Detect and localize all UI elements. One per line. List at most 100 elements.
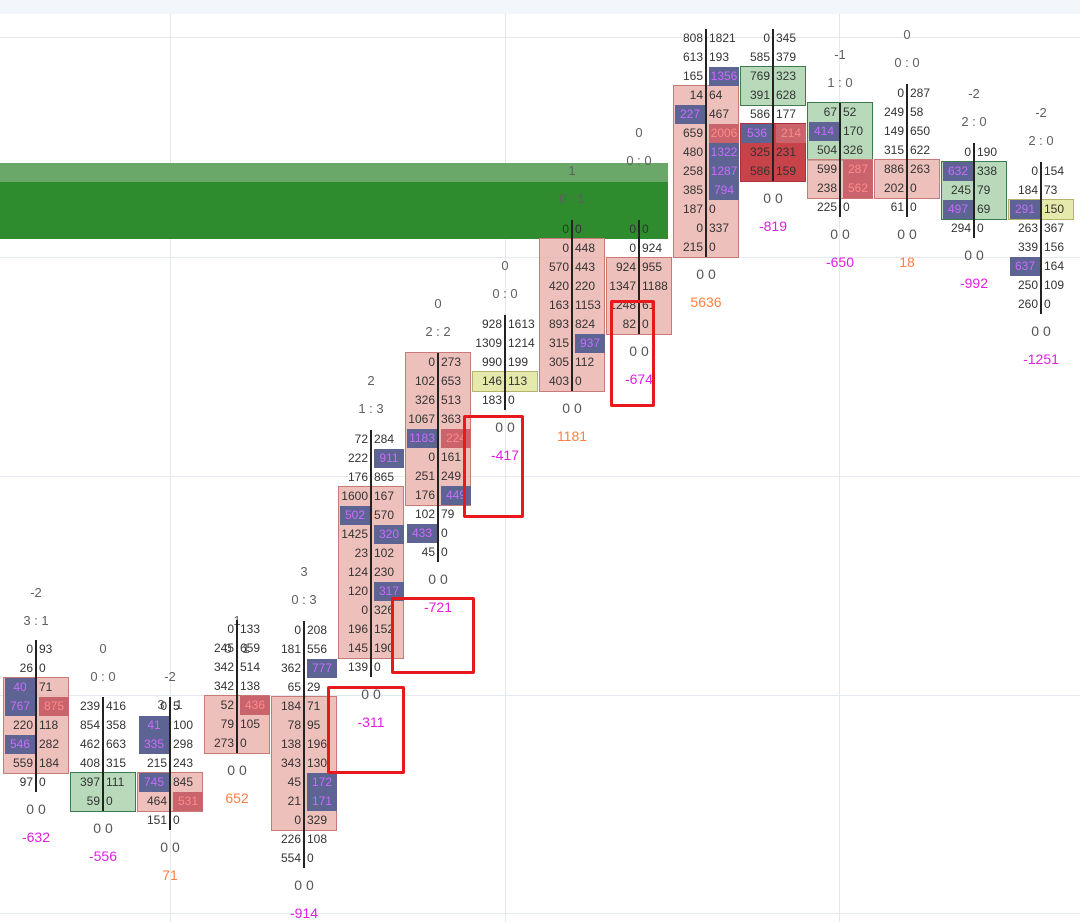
bid-volume-cell: 250	[1017, 278, 1038, 292]
ask-volume-cell: 0	[910, 200, 917, 214]
ask-volume-cell: 865	[374, 470, 395, 484]
bid-volume-cell: 0	[562, 241, 569, 255]
bar-ratio-label: 2 : 0	[1028, 133, 1054, 148]
ask-volume-cell: 467	[709, 107, 730, 121]
bar-total-delta: -992	[959, 275, 989, 291]
bid-volume-cell: 462	[79, 737, 100, 751]
bid-volume-cell: 397	[79, 775, 100, 789]
bid-volume-cell: 391	[749, 88, 770, 102]
bid-volume-cell: 559	[12, 756, 33, 770]
bid-volume-cell: 1347	[609, 279, 636, 293]
bar-delta-value: -1	[834, 47, 846, 62]
bid-volume-cell: 0	[294, 813, 301, 827]
bid-volume-cell: 220	[12, 718, 33, 732]
ask-volume-cell: 184	[39, 756, 60, 770]
ask-volume-cell: 315	[106, 756, 127, 770]
ask-volume-cell: 845	[173, 775, 194, 789]
ask-volume-cell: 562	[843, 179, 873, 198]
bid-volume-cell: 102	[414, 374, 435, 388]
volume-band-light	[0, 163, 668, 182]
bid-volume-cell: 0	[964, 145, 971, 159]
ask-volume-cell: 416	[106, 699, 127, 713]
bar-total-delta: -819	[758, 218, 788, 234]
bid-volume-cell: 59	[86, 794, 100, 808]
bid-volume-cell: 139	[347, 660, 368, 674]
bar-zero-delta: 0 0	[629, 343, 649, 359]
ask-volume-cell: 531	[173, 792, 203, 811]
bar-zero-delta: 0 0	[361, 686, 381, 702]
bid-volume-cell: 1600	[341, 489, 368, 503]
ask-volume-cell: 93	[39, 642, 53, 656]
bid-volume-cell: 0	[562, 222, 569, 236]
ask-volume-cell: 358	[106, 718, 127, 732]
ask-volume-cell: 102	[374, 546, 395, 560]
bid-volume-cell: 0	[897, 86, 904, 100]
bid-volume-cell: 0	[428, 450, 435, 464]
bid-volume-cell: 362	[280, 661, 301, 675]
ask-volume-cell: 0	[642, 222, 649, 236]
ask-volume-cell: 794	[709, 181, 739, 200]
bid-volume-cell: 222	[347, 451, 368, 465]
ask-volume-cell: 1821	[709, 31, 736, 45]
ask-volume-cell: 0	[575, 222, 582, 236]
ask-volume-cell: 514	[240, 660, 261, 674]
ask-volume-cell: 1153	[575, 298, 601, 312]
ask-volume-cell: 824	[575, 317, 596, 331]
bar-zero-delta: 0 0	[696, 266, 716, 282]
bid-volume-cell: 40	[5, 678, 35, 697]
bar-price-spine	[772, 29, 774, 181]
bid-volume-cell: 854	[79, 718, 100, 732]
bid-volume-cell: 325	[749, 145, 770, 159]
bar-delta-value: 3	[300, 564, 308, 579]
bid-volume-cell: 260	[1017, 297, 1038, 311]
bid-volume-cell: 183	[481, 393, 502, 407]
ask-volume-cell: 58	[910, 105, 924, 119]
ask-volume-cell: 0	[642, 317, 649, 331]
bar-zero-delta: 0 0	[93, 820, 113, 836]
bar-ratio-label: 0 : 1	[559, 191, 585, 206]
ask-volume-cell: 875	[39, 697, 69, 716]
ask-volume-cell: 1322	[709, 143, 739, 162]
bid-volume-cell: 41	[139, 716, 169, 735]
ask-volume-cell: 653	[441, 374, 462, 388]
ask-volume-cell: 0	[843, 200, 850, 214]
bar-zero-delta: 0 0	[562, 400, 582, 416]
bar-delta-value: -2	[968, 86, 980, 101]
grid-line-vertical	[505, 14, 506, 922]
grid-line-horizontal	[0, 913, 1080, 914]
bid-volume-cell: 26	[19, 661, 33, 675]
bid-volume-cell: 315	[548, 336, 569, 350]
bid-volume-cell: 184	[1017, 183, 1038, 197]
ask-volume-cell: 0	[39, 661, 46, 675]
ask-volume-cell: 0	[106, 794, 113, 808]
bid-volume-cell: 0	[1031, 164, 1038, 178]
bid-volume-cell: 184	[280, 699, 301, 713]
bar-price-spine	[303, 621, 305, 868]
ask-volume-cell: 317	[374, 582, 404, 601]
bid-volume-cell: 120	[347, 584, 368, 598]
bid-volume-cell: 0	[629, 222, 636, 236]
bid-volume-cell: 67	[823, 105, 837, 119]
ask-volume-cell: 113	[508, 374, 528, 388]
bar-total-delta: 1181	[556, 428, 588, 444]
ask-volume-cell: 0	[240, 736, 247, 750]
ask-volume-cell: 284	[374, 432, 395, 446]
bid-volume-cell: 225	[816, 200, 837, 214]
ask-volume-cell: 911	[374, 449, 404, 468]
bid-volume-cell: 586	[749, 107, 770, 121]
bid-volume-cell: 238	[816, 181, 837, 195]
bid-volume-cell: 163	[548, 298, 569, 312]
ask-volume-cell: 0	[173, 813, 180, 827]
bid-volume-cell: 403	[548, 374, 569, 388]
ask-volume-cell: 108	[307, 832, 328, 846]
bar-zero-delta: 0 0	[1031, 323, 1051, 339]
ask-volume-cell: 249	[441, 469, 462, 483]
ask-volume-cell: 367	[1044, 221, 1065, 235]
bid-volume-cell: 0	[696, 221, 703, 235]
bid-volume-cell: 342	[213, 679, 234, 693]
bar-zero-delta: 0 0	[160, 839, 180, 855]
ask-volume-cell: 0	[977, 221, 984, 235]
bid-volume-cell: 0	[294, 623, 301, 637]
ask-volume-cell: 52	[843, 105, 857, 119]
bid-volume-cell: 414	[809, 122, 839, 141]
